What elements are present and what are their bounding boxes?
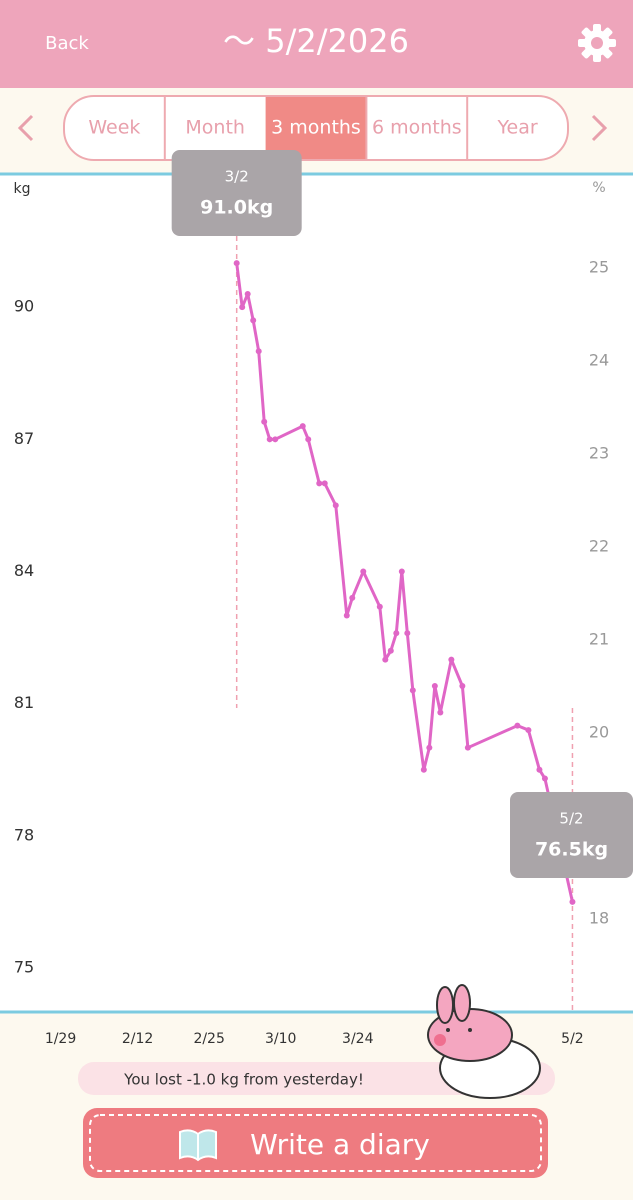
y-tick-label: 78 [14,825,34,844]
y2-tick-label: 18 [589,909,609,928]
weight-point [398,568,405,575]
weight-point [360,568,367,575]
next-arrow[interactable] [591,114,608,142]
weight-point [464,744,471,751]
weight-point [426,744,433,751]
weight-point [393,630,400,637]
weight-point [316,480,323,487]
y2-tick-label: 21 [589,630,609,649]
weight-point [233,260,240,267]
header-title: ～ 5/2/2026 [223,22,409,60]
tooltip [510,792,633,878]
x-tick-label: 1/29 [45,1031,76,1047]
weight-point [332,502,339,509]
weight-point [437,709,444,716]
y2-tick-label: 23 [589,444,609,463]
weight-point [448,656,455,663]
y-tick-label: 81 [14,693,34,712]
tooltip-date: 5/2 [559,810,583,828]
y2-tick-label: 20 [589,723,609,742]
button-stitch [89,1114,542,1172]
tab[interactable]: 3 months [271,117,361,139]
message: You lost -1.0 kg from yesterday! [123,1071,364,1089]
settings-icon[interactable] [578,24,616,62]
x-tick-label: 2/25 [193,1031,224,1047]
prev-arrow[interactable] [17,114,34,142]
chart-area [0,174,633,1012]
weight-point [255,348,262,355]
weight-point [420,766,427,773]
x-tick-label: 3/10 [265,1031,296,1047]
weight-point [305,436,312,443]
header-bar [0,0,633,88]
y2-tick-label: 25 [589,258,609,277]
x-tick-label: 2/12 [122,1031,153,1047]
diary-button-label[interactable]: Write a diary [250,1128,430,1161]
plot: 75 78 81 84 87 90 18 20 21 22 23 24 25 1/29 2/12 2/25 3/… [14,150,633,1047]
book-icon [179,1129,217,1162]
weight-point [536,766,543,773]
weight-point [261,418,268,425]
x-tick-label: 5/2 [561,1031,584,1047]
y-tick-label: 90 [14,297,34,316]
bunny-illustration [427,984,541,1099]
weight-point [387,647,394,654]
weight-point [349,594,356,601]
y2-tick-label: 24 [589,351,609,370]
tooltip-value: 76.5kg [535,839,608,861]
weight-point [382,656,389,663]
weight-point [431,683,438,690]
tab[interactable]: 6 months [372,117,462,139]
weight-point [266,436,273,443]
weight-point [250,317,257,324]
weight-point [299,423,306,430]
y-tick-label: 75 [14,957,34,976]
diary-button[interactable] [83,1108,548,1178]
weight-point [459,683,466,690]
tab[interactable]: Week [88,117,140,139]
tab-selected [265,97,367,159]
message-pill [78,1062,555,1095]
weight-point [541,775,548,782]
weight-point [409,687,416,694]
y2-unit: % [592,180,605,196]
weight-point [569,898,576,905]
tab[interactable]: Month [185,117,245,139]
weight-point [321,480,328,487]
y-unit: kg [14,181,31,197]
gear-hole [591,37,603,49]
tooltip-date: 3/2 [225,168,249,186]
weight-point [244,290,251,297]
y-tick-label: 84 [14,561,34,580]
weight-point [376,603,383,610]
weight-point [239,304,246,311]
weight-point [272,436,279,443]
x-tick-label: 3/24 [342,1031,374,1047]
tab[interactable]: Year [496,117,537,139]
y2-tick-label: 22 [589,537,609,556]
tab-bar: Week Month 3 months 6 months Year [63,95,569,161]
weight-point [343,612,350,619]
weight-point [525,727,532,734]
back-button[interactable]: Back [45,33,89,54]
weight-point [514,722,521,729]
tooltip-value: 91.0kg [200,197,273,219]
y-tick-label: 87 [14,429,34,448]
tooltip [171,150,302,236]
weight-point [404,630,411,637]
